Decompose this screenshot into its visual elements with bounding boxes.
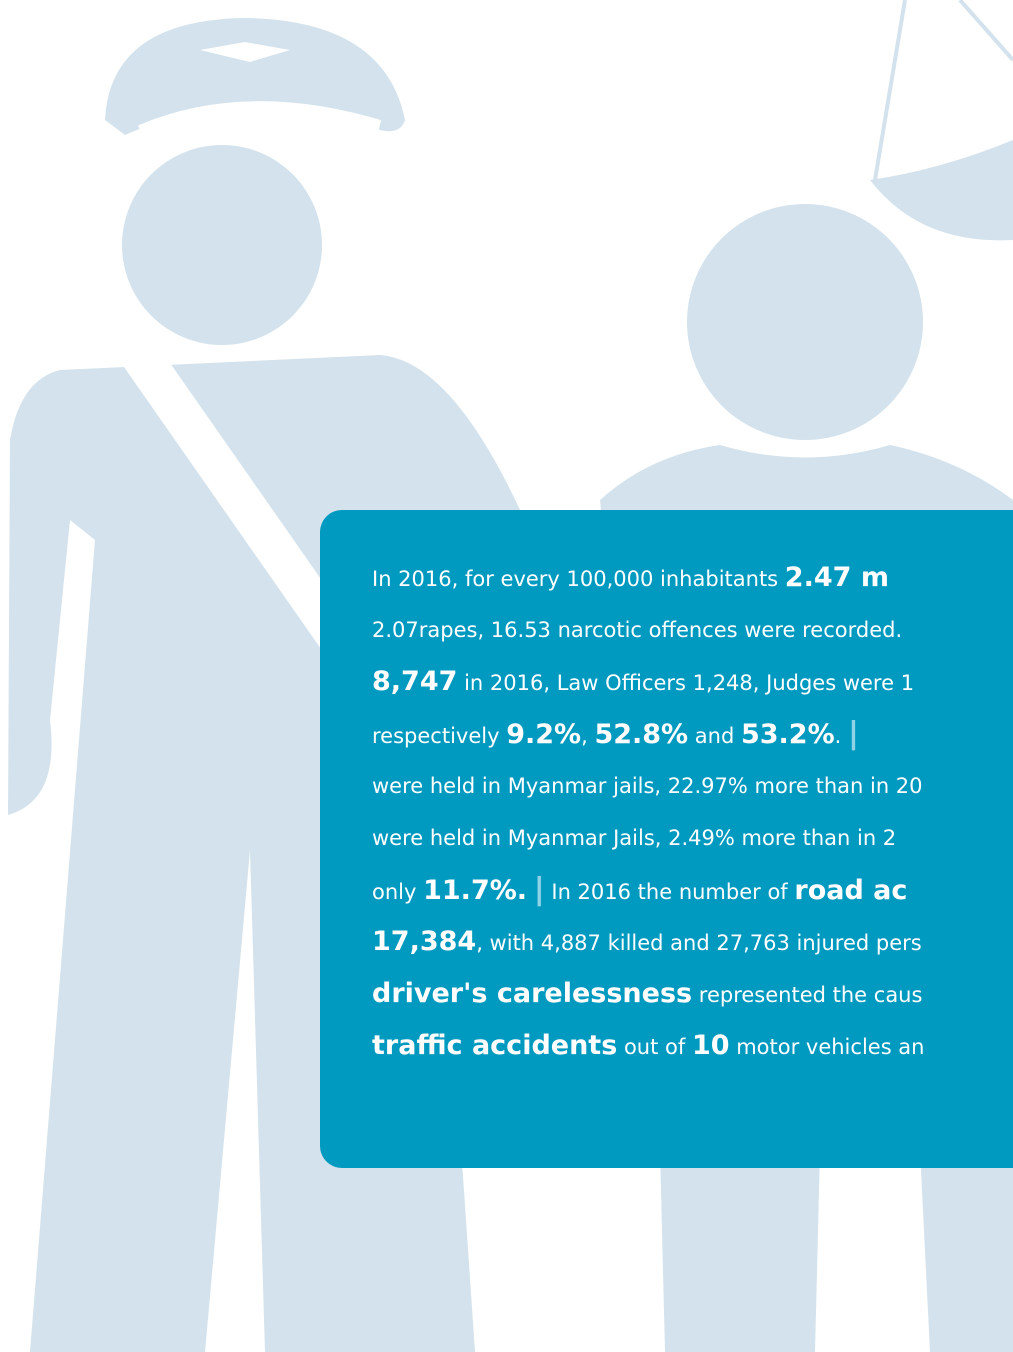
text — [527, 880, 534, 904]
text-line: 2.07rapes, 16.53 narcotic offences were … — [372, 610, 1013, 662]
text: , — [581, 724, 595, 748]
text-lines: In 2016, for every 100,000 inhabitants 2… — [372, 558, 1013, 1078]
text-line: driver's carelessness represented the ca… — [372, 974, 1013, 1026]
highlight: road ac — [794, 875, 908, 906]
text: In 2016, for every 100,000 inhabitants — [372, 567, 785, 591]
text-line: were held in Myanmar jails, 22.97% more … — [372, 766, 1013, 818]
text: 2.07rapes, 16.53 narcotic offences were … — [372, 618, 903, 642]
text: and — [688, 724, 741, 748]
highlight: traffic accidents — [372, 1030, 618, 1061]
cap — [105, 18, 405, 135]
highlight: 9.2% — [506, 719, 582, 750]
text: were held in Myanmar Jails, 2.49% more t… — [372, 826, 897, 850]
text-line: In 2016, for every 100,000 inhabitants 2… — [372, 558, 1013, 610]
scale-string — [958, 0, 1013, 62]
scale-pan — [870, 140, 1013, 241]
highlight: 52.8% — [594, 719, 689, 750]
cap-badge — [200, 42, 290, 62]
text: . — [834, 724, 848, 748]
child-head — [687, 204, 923, 440]
text: were held in Myanmar jails, 22.97% more … — [372, 774, 923, 798]
text: out of — [617, 1035, 692, 1059]
separator: | — [848, 716, 859, 751]
text-box: In 2016, for every 100,000 inhabitants 2… — [320, 510, 1013, 1168]
text: respectively — [372, 724, 507, 748]
text-line: 17,384, with 4,887 killed and 27,763 inj… — [372, 922, 1013, 974]
text: represented the caus — [692, 983, 923, 1007]
text: motor vehicles an — [729, 1035, 925, 1059]
text: in 2016, Law Officers 1,248, Judges were… — [457, 671, 915, 695]
text-line: were held in Myanmar Jails, 2.49% more t… — [372, 818, 1013, 870]
text-line: respectively 9.2%, 52.8% and 53.2%. | — [372, 714, 1013, 766]
text-line: only 11.7%. | In 2016 the number of road… — [372, 870, 1013, 922]
highlight: 53.2% — [740, 719, 835, 750]
officer-head — [122, 145, 322, 345]
separator: | — [533, 872, 545, 907]
text: , with 4,887 killed and 27,763 injured p… — [476, 931, 922, 955]
cap-band — [138, 101, 382, 135]
highlight: 8,747 — [372, 666, 458, 697]
text: only — [372, 880, 424, 904]
text-line: traffic accidents out of 10 motor vehicl… — [372, 1026, 1013, 1078]
scale-string — [873, 0, 907, 181]
highlight: 11.7%. — [423, 875, 528, 906]
highlight: 17,384 — [372, 926, 477, 957]
highlight: 10 — [691, 1030, 730, 1061]
highlight: driver's carelessness — [372, 978, 693, 1009]
text: In 2016 the number of — [544, 880, 795, 904]
highlight: 2.47 m — [784, 562, 889, 593]
text-line: 8,747 in 2016, Law Officers 1,248, Judge… — [372, 662, 1013, 714]
